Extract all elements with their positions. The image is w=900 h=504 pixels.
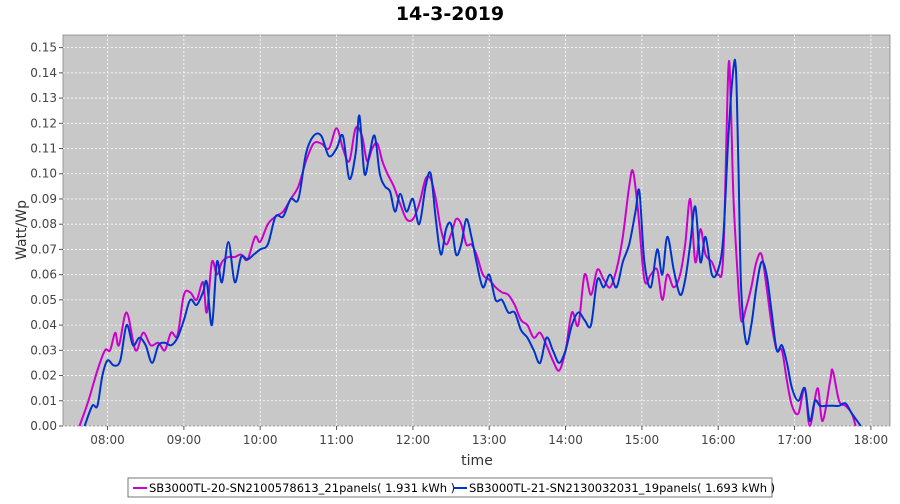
- y-tick-label: 0.05: [30, 293, 57, 307]
- x-tick-label: 16:00: [701, 433, 736, 447]
- x-tick-label: 11:00: [319, 433, 354, 447]
- chart-title: 14-3-2019: [396, 3, 504, 25]
- y-tick-label: 0.04: [30, 318, 57, 332]
- y-tick-label: 0.15: [30, 41, 57, 55]
- y-tick-label: 0.12: [30, 116, 57, 130]
- legend-label-1: SB3000TL-20-SN2100578613_21panels( 1.931…: [149, 481, 455, 495]
- legend: SB3000TL-20-SN2100578613_21panels( 1.931…: [127, 477, 775, 498]
- y-tick-label: 0.03: [30, 343, 57, 357]
- x-tick-label: 13:00: [472, 433, 507, 447]
- x-tick-label: 15:00: [625, 433, 660, 447]
- y-tick-label: 0.10: [30, 167, 57, 181]
- x-tick-label: 14:00: [548, 433, 583, 447]
- series-line-2: [83, 58, 862, 427]
- y-tick-label: 0.01: [30, 394, 57, 408]
- x-tick-label: 09:00: [167, 433, 202, 447]
- y-axis-label: Watt/Wp: [14, 200, 30, 260]
- x-tick-label: 17:00: [777, 433, 812, 447]
- legend-label-2: SB3000TL-21-SN2130032031_19panels( 1.693…: [469, 481, 775, 495]
- y-tick-label: 0.02: [30, 369, 57, 383]
- series-line-1: [78, 59, 857, 427]
- x-tick-label: 18:00: [854, 433, 889, 447]
- y-tick-label: 0.06: [30, 268, 57, 282]
- x-tick-label: 12:00: [396, 433, 431, 447]
- series-lines: [78, 58, 862, 427]
- x-tick-label: 08:00: [90, 433, 125, 447]
- legend-box: [127, 477, 773, 498]
- plot-area: [62, 34, 891, 427]
- y-tick-label: 0.14: [30, 66, 57, 80]
- x-tick-label: 10:00: [243, 433, 278, 447]
- y-tick-label: 0.11: [30, 142, 57, 156]
- y-tick-label: 0.07: [30, 242, 57, 256]
- y-tick-label: 0.09: [30, 192, 57, 206]
- y-tick-label: 0.13: [30, 91, 57, 105]
- y-tick-label: 0.08: [30, 217, 57, 231]
- x-axis: 08:00 09:00 10:00 11:00 12:00 13:00 14:00 15:00…: [90, 426, 888, 447]
- y-axis: 0.00 0.01 0.02 0.03 0.04 0.05 0.06 0.07 0.08 0.09…: [30, 41, 63, 433]
- y-tick-label: 0.00: [30, 419, 57, 433]
- x-axis-label: time: [461, 453, 493, 469]
